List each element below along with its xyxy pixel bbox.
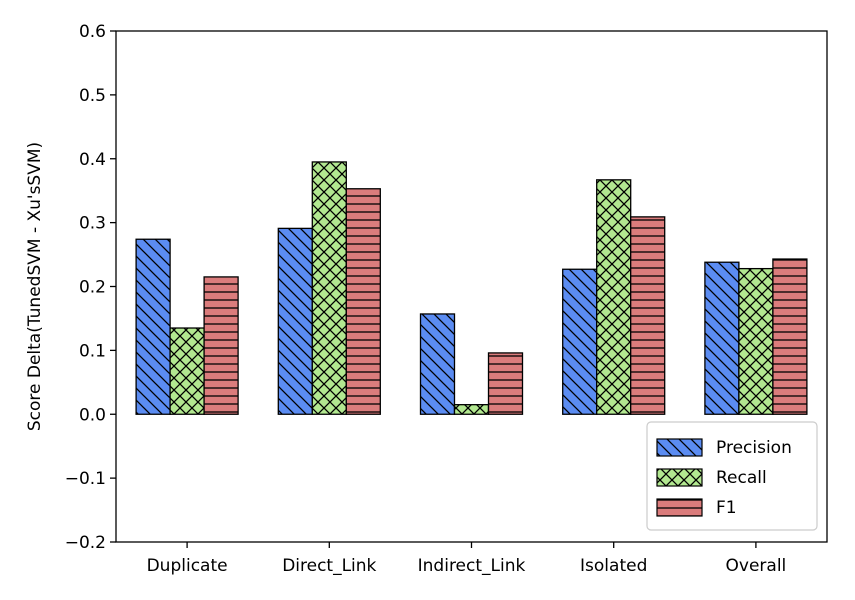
y-tick-label: 0.0 — [79, 405, 106, 425]
legend-label: Recall — [716, 468, 767, 488]
y-tick-label: 0.6 — [79, 22, 106, 42]
bar-hatch — [487, 352, 524, 415]
bar-hatch — [738, 267, 774, 415]
y-tick-label: −0.2 — [65, 533, 106, 553]
bar-recall-direct_link — [311, 161, 347, 415]
legend-swatch — [656, 498, 703, 517]
bar-f1-duplicate — [203, 276, 239, 415]
bar-recall-overall — [738, 267, 774, 415]
bar-recall-isolated — [596, 179, 632, 415]
bar-precision-overall — [704, 261, 740, 415]
bar-hatch — [630, 216, 666, 415]
x-tick-label: Indirect_Link — [418, 556, 526, 576]
y-tick-label: 0.3 — [79, 214, 106, 234]
bar-hatch — [345, 188, 381, 415]
bar-f1-indirect_link — [487, 352, 524, 415]
x-tick-label: Overall — [726, 556, 787, 576]
bar-hatch — [704, 261, 740, 415]
y-axis-label: Score Delta(TunedSVM - Xu'sSVM) — [25, 142, 45, 431]
y-tick-label: 0.1 — [79, 341, 106, 361]
y-tick-label: 0.5 — [79, 86, 106, 106]
bar-hatch — [169, 327, 205, 415]
legend: Precision Recall F1 — [646, 421, 818, 531]
x-tick-label: Duplicate — [147, 556, 228, 576]
legend-label: Precision — [716, 438, 792, 458]
y-tick-label: −0.1 — [65, 469, 106, 489]
bar-precision-indirect_link — [419, 313, 456, 415]
legend-label: F1 — [716, 498, 737, 518]
bar-hatch — [419, 313, 456, 415]
bar-f1-isolated — [630, 216, 666, 415]
bar-hatch — [203, 276, 239, 415]
x-tick-label: Direct_Link — [282, 556, 376, 576]
bars-layer — [135, 161, 808, 415]
bar-hatch — [135, 238, 171, 415]
legend-entry-precision: Precision — [656, 438, 792, 458]
bar-hatch — [453, 404, 490, 415]
bar-recall-indirect_link — [453, 404, 490, 415]
bar-hatch — [311, 161, 347, 415]
bar-recall-duplicate — [169, 327, 205, 415]
bar-precision-direct_link — [277, 227, 313, 415]
y-tick-label: 0.2 — [79, 278, 106, 298]
bar-f1-direct_link — [345, 188, 381, 415]
bar-hatch — [277, 227, 313, 415]
legend-entry-f1: F1 — [656, 498, 737, 518]
bar-hatch — [772, 258, 808, 415]
y-tick-label: 0.4 — [79, 150, 106, 170]
legend-entry-recall: Recall — [656, 468, 767, 488]
axes-layer: −0.2 −0.1 0.0 0.1 0.2 0.3 0.4 0.5 0.6 Duplicate Di… — [25, 22, 828, 576]
bar-hatch — [562, 268, 598, 415]
bar-precision-isolated — [562, 268, 598, 415]
x-tick-label: Isolated — [580, 556, 647, 576]
bar-precision-duplicate — [135, 238, 171, 415]
legend-swatch — [656, 438, 703, 457]
bar-f1-overall — [772, 258, 808, 415]
legend-swatch — [656, 468, 703, 487]
bar-hatch — [596, 179, 632, 415]
